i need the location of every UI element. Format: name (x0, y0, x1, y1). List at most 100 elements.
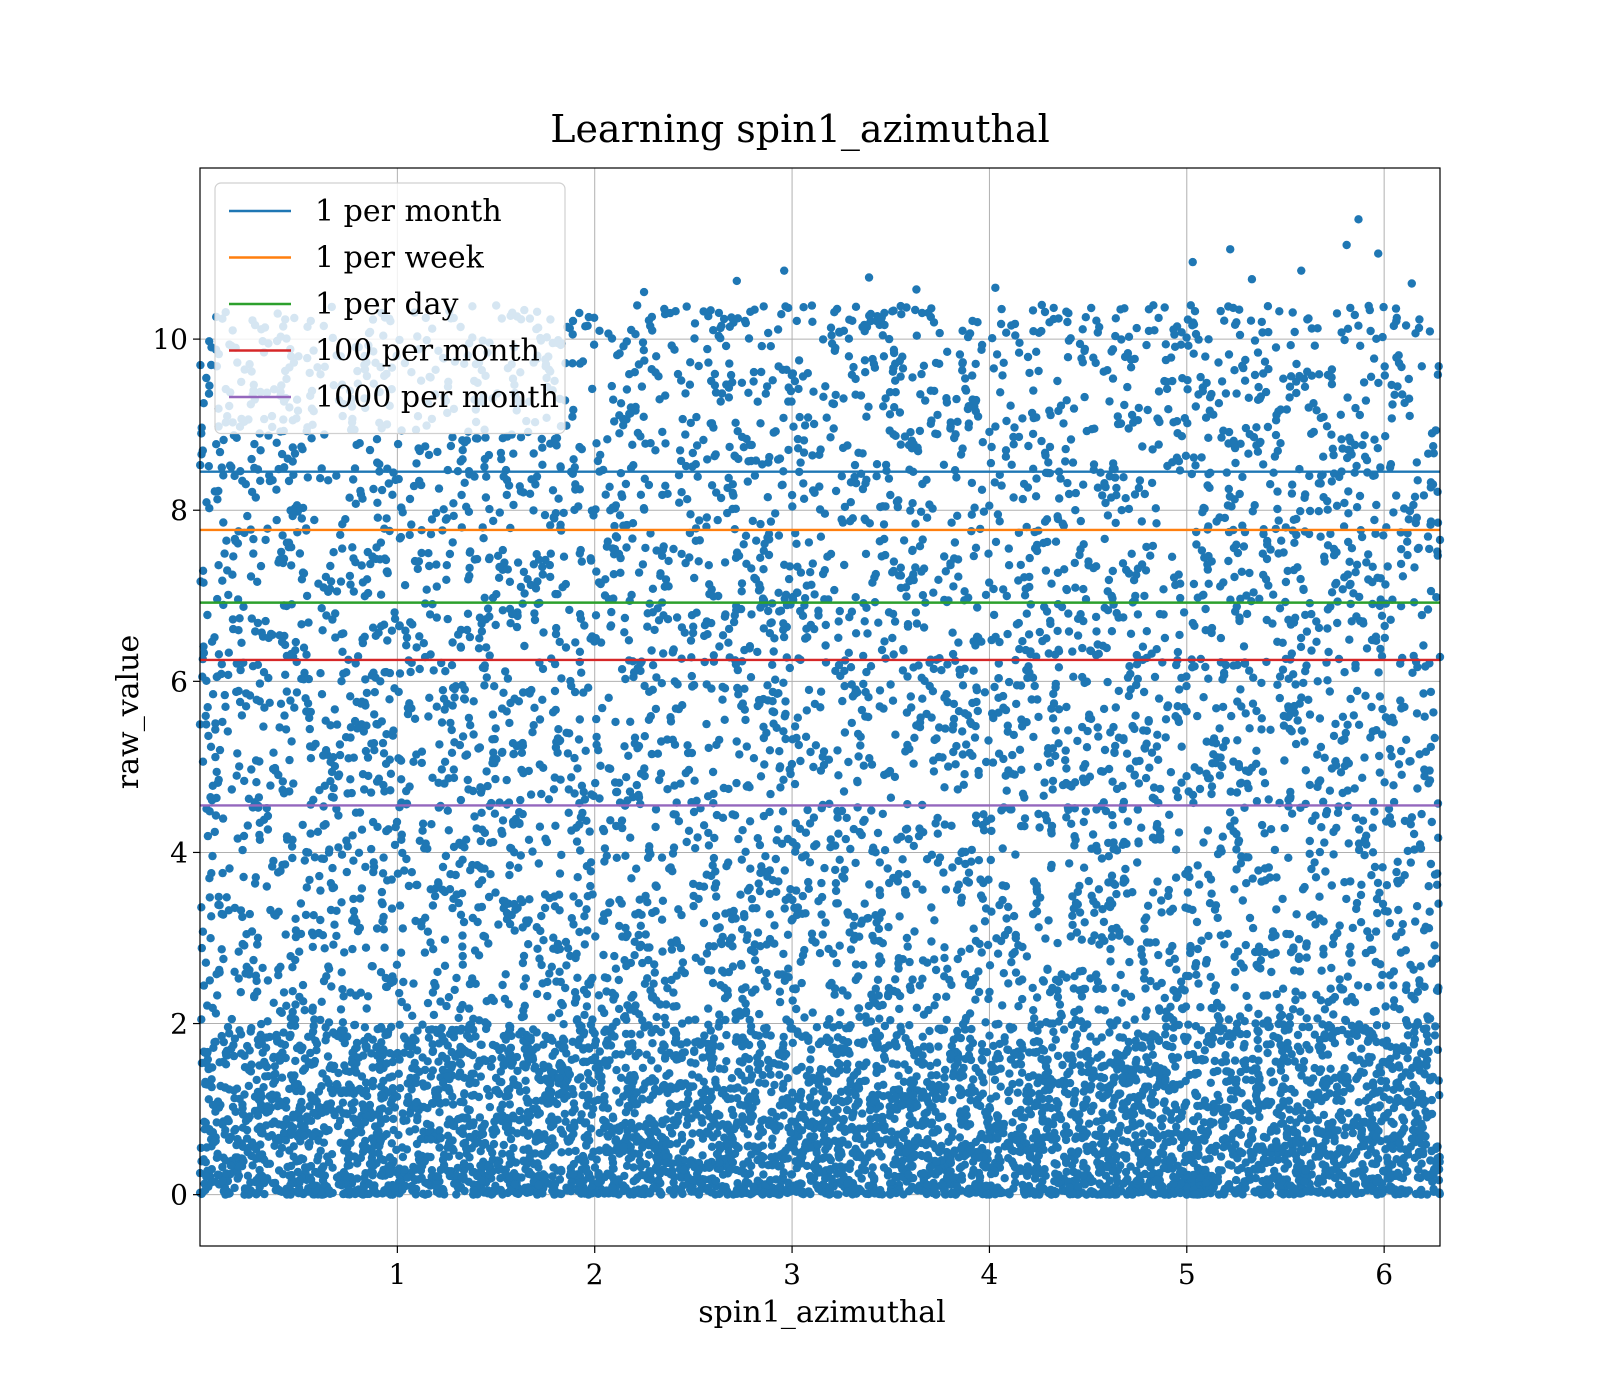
scatter-point (692, 1110, 701, 1119)
scatter-point (339, 992, 348, 1001)
scatter-point (1027, 1021, 1037, 1030)
scatter-point (1252, 706, 1261, 716)
scatter-point (1059, 1025, 1069, 1034)
scatter-point (615, 349, 624, 358)
scatter-point (1297, 726, 1307, 735)
scatter-point (270, 1076, 280, 1085)
scatter-point (559, 1019, 568, 1029)
scatter-point (935, 359, 944, 368)
scatter-point (1116, 305, 1125, 314)
scatter-point (1333, 929, 1342, 938)
scatter-point (529, 449, 538, 458)
scatter-point (395, 901, 405, 910)
scatter-point (251, 627, 260, 636)
scatter-point (1302, 627, 1312, 636)
scatter-point (1080, 918, 1089, 927)
scatter-point (1290, 1088, 1299, 1097)
scatter-point (1252, 423, 1261, 432)
scatter-point (1138, 642, 1148, 651)
scatter-point (831, 886, 841, 896)
scatter-point (386, 769, 396, 778)
scatter-point (1421, 662, 1430, 671)
scatter-point (460, 685, 469, 694)
scatter-point (970, 733, 980, 742)
scatter-point (1388, 400, 1397, 409)
scatter-point (555, 637, 564, 647)
scatter-point (1296, 1007, 1305, 1016)
scatter-point (466, 721, 475, 730)
scatter-point (686, 636, 696, 645)
scatter-point (940, 783, 949, 792)
scatter-point (250, 439, 259, 449)
scatter-point (1061, 457, 1070, 466)
scatter-point (1007, 460, 1016, 469)
scatter-point (690, 573, 699, 583)
scatter-point (202, 373, 211, 383)
scatter-point (481, 493, 491, 502)
scatter-point (1009, 730, 1018, 740)
scatter-point (725, 359, 734, 368)
scatter-point (1206, 1078, 1216, 1088)
scatter-point (465, 563, 474, 573)
scatter-point (646, 529, 655, 538)
scatter-point (1394, 760, 1404, 769)
scatter-point (833, 746, 842, 755)
scatter-point (982, 757, 991, 767)
scatter-point (1296, 507, 1305, 516)
scatter-point (402, 633, 412, 642)
scatter-point (480, 681, 489, 690)
scatter-point (385, 695, 394, 704)
scatter-point (1004, 1096, 1013, 1106)
scatter-point (329, 940, 338, 949)
scatter-point (615, 778, 624, 787)
scatter-point (570, 463, 579, 472)
scatter-point (810, 842, 819, 851)
scatter-point (591, 778, 600, 788)
scatter-point (973, 706, 982, 716)
scatter-point (871, 569, 880, 579)
scatter-point (583, 1069, 593, 1078)
scatter-point (1323, 505, 1332, 514)
scatter-point (1182, 333, 1191, 342)
scatter-point (1053, 938, 1062, 948)
scatter-point (1031, 492, 1041, 501)
scatter-point (890, 403, 899, 412)
scatter-point (218, 868, 227, 878)
scatter-point (841, 834, 850, 844)
scatter-point (550, 659, 560, 669)
scatter-point (1140, 591, 1149, 601)
scatter-point (1348, 1128, 1358, 1138)
scatter-point (1238, 896, 1248, 905)
scatter-point (519, 1145, 528, 1155)
scatter-point (1273, 487, 1282, 496)
scatter-point (793, 713, 802, 722)
scatter-point (737, 378, 747, 387)
scatter-point (418, 1020, 427, 1029)
scatter-point (536, 926, 545, 936)
scatter-point (766, 517, 776, 526)
scatter-point (788, 502, 797, 511)
scatter-point (806, 747, 815, 757)
scatter-point (879, 1080, 888, 1090)
scatter-point (247, 614, 256, 623)
scatter-point (1257, 877, 1266, 886)
scatter-point (549, 933, 558, 942)
scatter-point (1291, 739, 1301, 749)
scatter-point (306, 754, 316, 763)
scatter-point (1381, 580, 1390, 589)
scatter-point (1267, 967, 1276, 977)
scatter-point (1378, 863, 1387, 872)
scatter-point (829, 424, 838, 433)
scatter-point (447, 748, 457, 757)
scatter-point (470, 812, 479, 821)
scatter-point (279, 1128, 289, 1138)
scatter-point (390, 614, 400, 623)
scatter-point (1103, 587, 1112, 596)
scatter-point (1160, 633, 1170, 643)
scatter-point (693, 472, 702, 481)
scatter-point (1416, 962, 1425, 971)
scatter-point (983, 1109, 992, 1118)
scatter-point (781, 709, 790, 719)
scatter-point (612, 1086, 621, 1095)
scatter-point (589, 340, 599, 349)
